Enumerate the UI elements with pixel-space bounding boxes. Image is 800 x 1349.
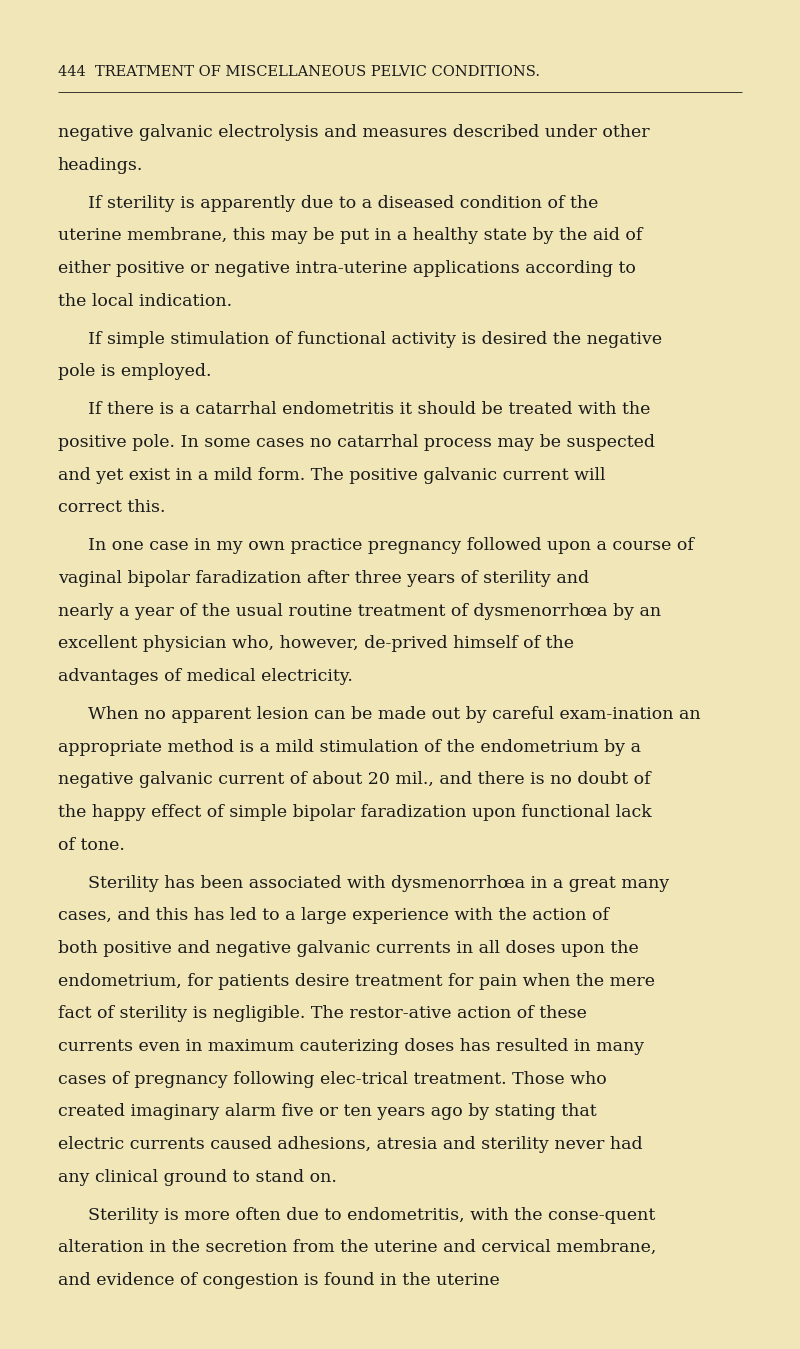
Text: the local indication.: the local indication.: [58, 293, 232, 310]
Text: If sterility is apparently due to a diseased condition of the: If sterility is apparently due to a dise…: [88, 194, 598, 212]
Text: and yet exist in a mild form. The positive galvanic current will: and yet exist in a mild form. The positi…: [58, 467, 605, 484]
Text: alteration in the secretion from the uterine and cervical membrane,: alteration in the secretion from the ute…: [58, 1240, 656, 1256]
Text: Sterility has been associated with dysmenorrhœa in a great many: Sterility has been associated with dysme…: [88, 874, 670, 892]
Text: currents even in maximum cauterizing doses has resulted in many: currents even in maximum cauterizing dos…: [58, 1037, 644, 1055]
Text: cases of pregnancy following elec-trical treatment. Those who: cases of pregnancy following elec-trical…: [58, 1071, 606, 1087]
Text: positive pole. In some cases no catarrhal process may be suspected: positive pole. In some cases no catarrha…: [58, 434, 654, 451]
Text: any clinical ground to stand on.: any clinical ground to stand on.: [58, 1168, 337, 1186]
Text: of tone.: of tone.: [58, 836, 125, 854]
Text: both positive and negative galvanic currents in all doses upon the: both positive and negative galvanic curr…: [58, 940, 638, 956]
Text: endometrium, for patients desire treatment for pain when the mere: endometrium, for patients desire treatme…: [58, 973, 654, 990]
Text: negative galvanic current of about 20 mil., and there is no doubt of: negative galvanic current of about 20 mi…: [58, 772, 650, 788]
Text: In one case in my own practice pregnancy followed upon a course of: In one case in my own practice pregnancy…: [88, 537, 694, 554]
Text: pole is employed.: pole is employed.: [58, 363, 211, 380]
Text: Sterility is more often due to endometritis, with the conse-quent: Sterility is more often due to endometri…: [88, 1206, 655, 1224]
Text: the happy effect of simple bipolar faradization upon functional lack: the happy effect of simple bipolar farad…: [58, 804, 651, 822]
Text: and evidence of congestion is found in the uterine: and evidence of congestion is found in t…: [58, 1272, 499, 1288]
Text: advantages of medical electricity.: advantages of medical electricity.: [58, 668, 353, 685]
Text: created imaginary alarm five or ten years ago by stating that: created imaginary alarm five or ten year…: [58, 1103, 596, 1120]
Text: uterine membrane, this may be put in a healthy state by the aid of: uterine membrane, this may be put in a h…: [58, 228, 642, 244]
Text: When no apparent lesion can be made out by careful exam-ination an: When no apparent lesion can be made out …: [88, 706, 701, 723]
Text: 444  TREATMENT OF MISCELLANEOUS PELVIC CONDITIONS.: 444 TREATMENT OF MISCELLANEOUS PELVIC CO…: [58, 65, 539, 78]
Text: nearly a year of the usual routine treatment of dysmenorrhœa by an: nearly a year of the usual routine treat…: [58, 603, 661, 619]
Text: cases, and this has led to a large experience with the action of: cases, and this has led to a large exper…: [58, 908, 609, 924]
Text: headings.: headings.: [58, 156, 143, 174]
Text: vaginal bipolar faradization after three years of sterility and: vaginal bipolar faradization after three…: [58, 571, 589, 587]
Text: If simple stimulation of functional activity is desired the negative: If simple stimulation of functional acti…: [88, 331, 662, 348]
Text: fact of sterility is negligible. The restor-ative action of these: fact of sterility is negligible. The res…: [58, 1005, 586, 1023]
Text: either positive or negative intra-uterine applications according to: either positive or negative intra-uterin…: [58, 260, 635, 277]
Text: correct this.: correct this.: [58, 499, 165, 517]
Text: electric currents caused adhesions, atresia and sterility never had: electric currents caused adhesions, atre…: [58, 1136, 642, 1153]
Text: appropriate method is a mild stimulation of the endometrium by a: appropriate method is a mild stimulation…: [58, 739, 641, 755]
Text: excellent physician who, however, de-prived himself of the: excellent physician who, however, de-pri…: [58, 635, 574, 653]
Text: negative galvanic electrolysis and measures described under other: negative galvanic electrolysis and measu…: [58, 124, 650, 142]
Text: If there is a catarrhal endometritis it should be treated with the: If there is a catarrhal endometritis it …: [88, 402, 650, 418]
